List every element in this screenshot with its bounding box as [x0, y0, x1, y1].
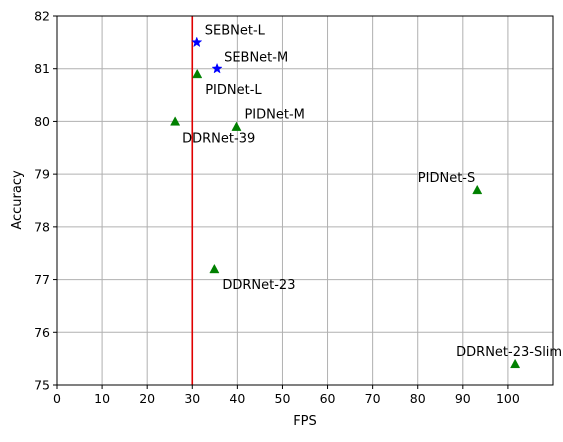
point-label: DDRNet-23-Slim [456, 345, 562, 360]
marker-ddrnet-23-slim [510, 358, 521, 369]
marker-pidnet-m [231, 121, 242, 131]
x-axis-ticks: 0 10 20 30 40 50 60 70 80 90 100 [53, 385, 520, 406]
point-label: DDRNet-39 [182, 131, 255, 146]
x-tick-label: 10 [94, 391, 110, 406]
point-label: PIDNet-L [205, 83, 262, 98]
y-axis-ticks: 75 76 77 78 79 80 81 82 [34, 9, 57, 393]
y-tick-label: 78 [34, 219, 50, 234]
marker-ddrnet-39 [170, 116, 181, 126]
marker-sebnet-m [211, 62, 223, 74]
x-tick-label: 70 [365, 391, 381, 406]
y-tick-label: 76 [34, 325, 50, 340]
x-tick-label: 60 [320, 391, 336, 406]
x-tick-label: 0 [53, 391, 61, 406]
y-tick-label: 82 [34, 9, 50, 24]
x-tick-label: 30 [184, 391, 200, 406]
point-label: DDRNet-23 [222, 278, 295, 293]
y-tick-label: 81 [34, 61, 50, 76]
plot-background [57, 16, 553, 385]
x-tick-label: 90 [455, 391, 471, 406]
marker-pidnet-l [192, 68, 203, 79]
x-tick-label: 50 [275, 391, 291, 406]
y-tick-label: 77 [34, 272, 50, 287]
plot-frame [56, 15, 554, 386]
x-tick-label: 80 [410, 391, 426, 406]
point-label: SEBNet-L [205, 23, 266, 38]
x-tick-label: 20 [139, 391, 155, 406]
x-axis-label: FPS [293, 414, 317, 429]
data-points: SEBNet-L SEBNet-M PIDNet-L PIDNet-M DDRNet-3… [170, 23, 562, 369]
point-label: PIDNet-S [418, 171, 475, 186]
marker-sebnet-l [191, 36, 203, 48]
y-tick-label: 75 [34, 378, 50, 393]
marker-pidnet-s [472, 184, 483, 195]
x-tick-label: 40 [229, 391, 245, 406]
point-label: PIDNet-M [244, 108, 304, 123]
y-tick-label: 79 [34, 167, 50, 182]
y-tick-label: 80 [34, 114, 50, 129]
y-axis-label: Accuracy [10, 170, 25, 230]
marker-ddrnet-23 [209, 263, 220, 274]
x-tick-label: 100 [496, 391, 520, 406]
point-label: SEBNet-M [224, 51, 288, 66]
